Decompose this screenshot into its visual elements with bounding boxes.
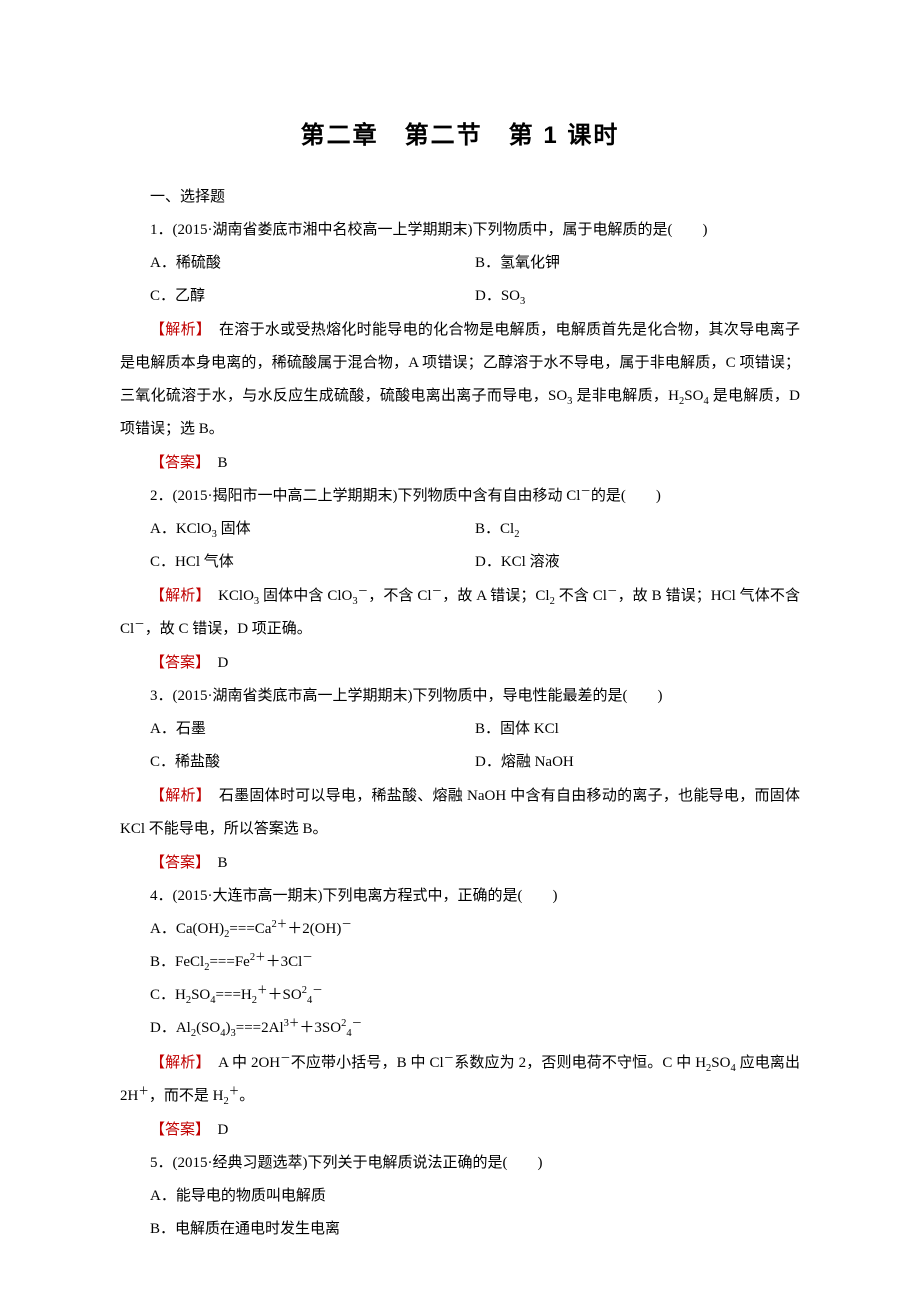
- explanation-label: 【解析】: [150, 321, 204, 338]
- q2-ans-val: D: [203, 655, 229, 671]
- q3-opt-b: B．固体 KCl: [475, 713, 800, 746]
- q1-opt-b: B．氢氧化钾: [475, 247, 800, 280]
- q5-opt-a: A．能导电的物质叫电解质: [120, 1180, 800, 1213]
- explanation-label: 【解析】: [150, 587, 203, 604]
- explanation-label: 【解析】: [150, 1054, 203, 1071]
- q3-explanation: 【解析】 石墨固体时可以导电，稀盐酸、熔融 NaOH 中含有自由移动的离子，也能…: [120, 779, 800, 846]
- q3-opt-a: A．石墨: [150, 713, 475, 746]
- q4-opt-a: A．Ca(OH)2===Ca2＋＋2(OH)－: [120, 913, 800, 946]
- q3-options-row2: C．稀盐酸 D．熔融 NaOH: [120, 746, 800, 779]
- q4-ans-val: D: [203, 1122, 229, 1138]
- q4-stem: 4．(2015·大连市高一期末)下列电离方程式中，正确的是( ): [120, 880, 800, 913]
- q4-opt-d: D．Al2(SO4)3===2Al3＋＋3SO24－: [120, 1012, 800, 1045]
- q4-explanation: 【解析】 A 中 2OH－不应带小括号，B 中 Cl－系数应为 2，否则电荷不守…: [120, 1046, 800, 1113]
- q1-ans-val: B: [203, 455, 228, 471]
- q4-opt-c: C．H2SO4===H2＋＋SO24－: [120, 979, 800, 1012]
- q3-stem: 3．(2015·湖南省类底市高一上学期期末)下列物质中，导电性能最差的是( ): [120, 680, 800, 713]
- q2-answer: 【答案】 D: [120, 646, 800, 680]
- q2-opt-b: B．Cl2: [475, 513, 800, 546]
- page-title: 第二章 第二节 第 1 课时: [120, 110, 800, 163]
- q1-opt-a: A．稀硫酸: [150, 247, 475, 280]
- q2-opt-d: D．KCl 溶液: [475, 546, 800, 579]
- q2-opt-a: A．KClO3 固体: [150, 513, 475, 546]
- q5-opt-b: B．电解质在通电时发生电离: [120, 1213, 800, 1246]
- answer-label: 【答案】: [150, 1121, 203, 1138]
- q2-options-row1: A．KClO3 固体 B．Cl2: [120, 513, 800, 546]
- q2-opt-c: C．HCl 气体: [150, 546, 475, 579]
- q3-options-row1: A．石墨 B．固体 KCl: [120, 713, 800, 746]
- q1-opt-d: D．SO3: [475, 280, 800, 313]
- q1-options-row1: A．稀硫酸 B．氢氧化钾: [120, 247, 800, 280]
- q2-options-row2: C．HCl 气体 D．KCl 溶液: [120, 546, 800, 579]
- q3-ans-val: B: [203, 855, 228, 871]
- answer-label: 【答案】: [150, 454, 203, 471]
- q1-stem: 1．(2015·湖南省娄底市湘中名校高一上学期期末)下列物质中，属于电解质的是(…: [120, 214, 800, 247]
- q3-answer: 【答案】 B: [120, 846, 800, 880]
- q2-stem-before: 2．(2015·揭阳市一中高二上学期期末)下列物质中含有自由移动 Cl: [150, 488, 580, 504]
- q5-stem: 5．(2015·经典习题选萃)下列关于电解质说法正确的是( ): [120, 1147, 800, 1180]
- q4-opt-b: B．FeCl2===Fe2＋＋3Cl－: [120, 946, 800, 979]
- q2-stem: 2．(2015·揭阳市一中高二上学期期末)下列物质中含有自由移动 Cl－的是( …: [120, 480, 800, 513]
- section-heading: 一、选择题: [120, 181, 800, 214]
- q1-opt-c: C．乙醇: [150, 280, 475, 313]
- q4-answer: 【答案】 D: [120, 1113, 800, 1147]
- explanation-label: 【解析】: [150, 787, 204, 804]
- q1-exp-text-2: 是非电解质，H: [572, 388, 679, 404]
- q3-exp-text: 石墨固体时可以导电，稀盐酸、熔融 NaOH 中含有自由移动的离子，也能导电，而固…: [120, 788, 800, 837]
- q2-explanation: 【解析】 KClO3 固体中含 ClO3－，不含 Cl－，故 A 错误；Cl2 …: [120, 579, 800, 646]
- q1-answer: 【答案】 B: [120, 446, 800, 480]
- q1-options-row2: C．乙醇 D．SO3: [120, 280, 800, 313]
- q3-opt-d: D．熔融 NaOH: [475, 746, 800, 779]
- q2-stem-after: 的是( ): [591, 488, 661, 504]
- q3-opt-c: C．稀盐酸: [150, 746, 475, 779]
- q1-exp-text-1: 在溶于水或受热熔化时能导电的化合物是电解质，电解质首先是化合物，其次导电离子是电…: [120, 322, 800, 404]
- answer-label: 【答案】: [150, 654, 203, 671]
- answer-label: 【答案】: [150, 854, 203, 871]
- q1-explanation: 【解析】 在溶于水或受热熔化时能导电的化合物是电解质，电解质首先是化合物，其次导…: [120, 313, 800, 446]
